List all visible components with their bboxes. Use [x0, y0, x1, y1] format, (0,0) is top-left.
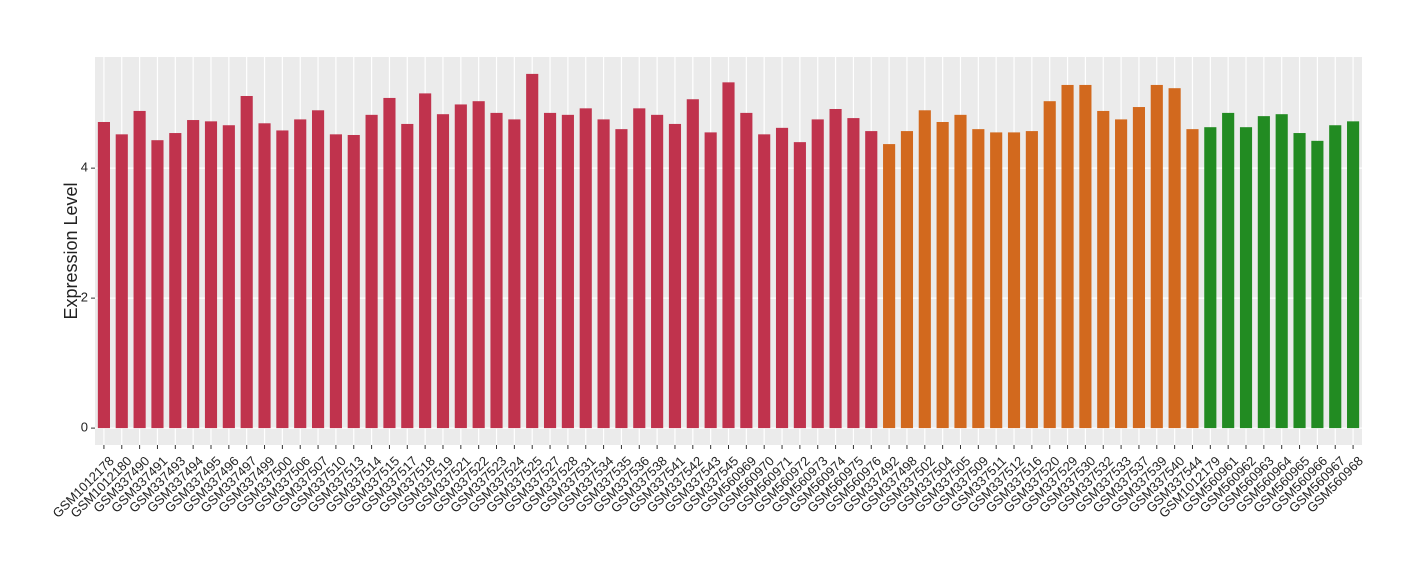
bar — [740, 112, 753, 429]
y-tick-label: 2 — [81, 290, 88, 305]
bar — [1275, 114, 1288, 429]
bar — [97, 121, 110, 429]
bar — [722, 82, 735, 429]
bar — [1257, 116, 1270, 429]
bar — [1025, 131, 1038, 429]
bar — [133, 110, 146, 429]
bar — [883, 144, 896, 429]
bar — [294, 119, 307, 429]
bar — [668, 123, 682, 429]
bar — [1239, 127, 1253, 429]
bar — [543, 112, 557, 429]
bar — [829, 108, 842, 429]
bar — [276, 130, 289, 429]
bar — [1132, 107, 1146, 429]
bar — [811, 119, 824, 429]
bar — [1115, 119, 1128, 429]
bar — [508, 119, 521, 429]
bar — [865, 131, 878, 429]
bar — [633, 108, 646, 429]
bar — [775, 127, 789, 429]
bar — [329, 134, 342, 429]
bar — [436, 114, 450, 429]
bar — [990, 132, 1003, 429]
bar — [311, 110, 325, 429]
bar — [169, 133, 182, 429]
bar — [1079, 84, 1092, 429]
bar — [151, 140, 164, 429]
bar — [615, 129, 628, 429]
bar — [240, 95, 253, 429]
bar — [454, 104, 467, 429]
y-tick-label: 4 — [81, 160, 88, 175]
bar — [1007, 132, 1021, 429]
bar — [918, 110, 931, 429]
bar — [1168, 88, 1181, 429]
bar — [1311, 140, 1324, 429]
bar — [1347, 121, 1360, 429]
bar — [651, 114, 664, 429]
bar — [526, 73, 539, 429]
bar — [579, 108, 592, 429]
bar — [187, 120, 200, 429]
bar — [1222, 112, 1235, 429]
bar — [401, 123, 414, 429]
bar — [1329, 125, 1342, 429]
bar — [347, 134, 360, 429]
bar — [686, 99, 699, 429]
bar — [936, 121, 949, 429]
bar — [1097, 110, 1110, 429]
bar — [704, 132, 717, 429]
y-axis-title: Expression Level — [61, 182, 81, 319]
bar — [204, 121, 218, 429]
bar — [793, 142, 806, 429]
bar — [847, 118, 860, 429]
bar — [954, 114, 967, 429]
y-tick-label: 0 — [81, 420, 88, 435]
bar — [365, 114, 378, 429]
bar — [561, 114, 574, 429]
bar — [1186, 129, 1199, 429]
bar — [1061, 84, 1074, 429]
bar — [597, 119, 610, 429]
bar — [758, 134, 771, 429]
bar — [1293, 133, 1306, 429]
bar — [490, 112, 503, 429]
bar — [1043, 101, 1056, 429]
bar — [383, 97, 396, 429]
bar — [472, 101, 485, 429]
bar — [900, 131, 914, 429]
bar — [419, 93, 432, 429]
bar — [258, 123, 271, 429]
bar — [1150, 84, 1163, 429]
bar — [222, 125, 235, 429]
bar — [972, 129, 985, 429]
bar — [1204, 127, 1217, 429]
bar — [115, 134, 128, 429]
